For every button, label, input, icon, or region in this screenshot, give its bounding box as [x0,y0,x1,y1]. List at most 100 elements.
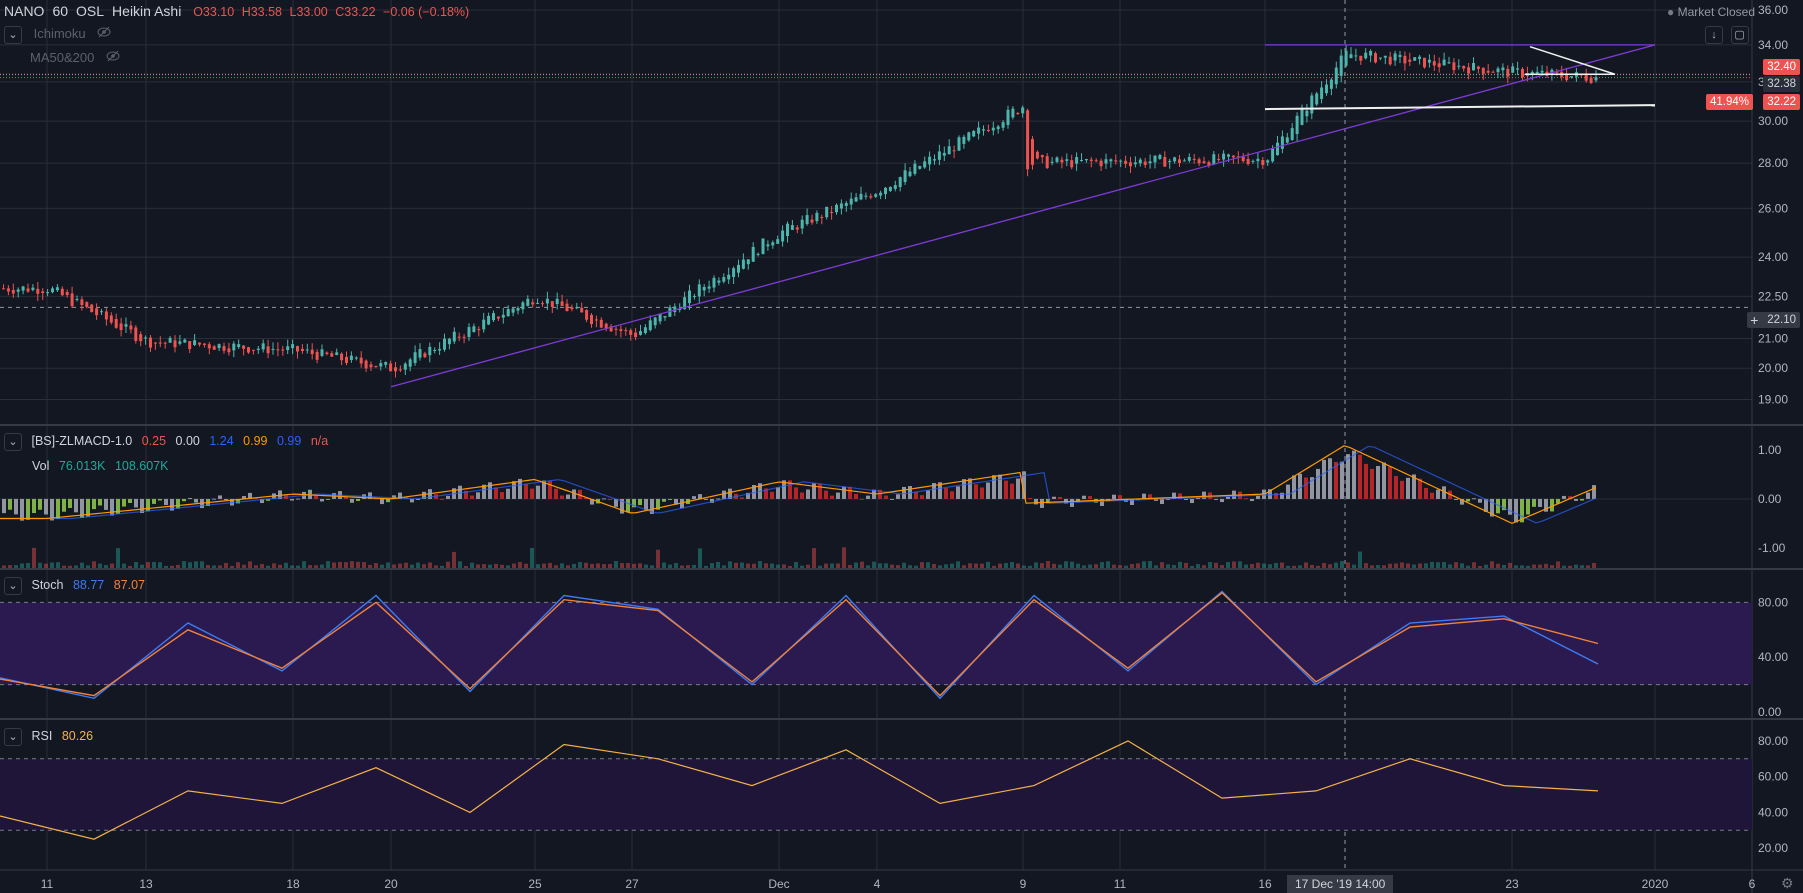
candle-body [756,253,760,255]
macd-histogram-bar [854,493,858,499]
collapse-legend-button[interactable]: ⌄ [4,26,22,44]
volume-bar [1286,565,1290,568]
candle-body [403,363,407,370]
macd-histogram-bar [572,489,576,499]
interval[interactable]: 60 [52,3,69,19]
collapse-legend-button[interactable]: ⌄ [4,577,22,595]
candle-body [1472,63,1475,71]
volume-bar [1586,565,1590,568]
price-axis-label: 30.00 [1758,114,1788,128]
volume-bar [1490,561,1494,568]
volume-bar [1082,565,1086,568]
volume-bar [1328,564,1332,568]
candle-body [1442,59,1446,66]
candle-body [977,127,981,134]
macd-histogram-bar [164,498,168,506]
volume-bar [1502,564,1506,568]
candle-body [1055,157,1059,162]
volume-bar [242,564,246,568]
collapse-legend-button[interactable]: ⌄ [4,728,22,746]
macd-histogram-bar [176,498,180,509]
volume-bar [1250,564,1254,568]
macd-histogram-bar [518,478,522,499]
macd-histogram-bar [866,495,870,499]
volume-bar [740,562,744,568]
maximize-button[interactable]: ▢ [1730,26,1749,44]
macd-histogram-bar [500,492,504,499]
candle-body [624,330,628,332]
macd-histogram-bar [74,498,78,513]
candle-body [506,309,510,317]
high-value: H33.58 [241,5,283,19]
macd-histogram-bar [422,491,426,499]
volume-bar [14,565,18,568]
download-button[interactable]: ↓ [1705,26,1723,44]
macd-histogram-bar [788,480,792,499]
candle-body [398,369,402,371]
candle-body [1070,160,1074,168]
candle-body [884,187,887,195]
volume-bar [1106,561,1110,568]
macd-histogram-bar [236,498,240,504]
symbol-name[interactable]: NANO [4,3,45,19]
candle-body [477,329,481,331]
candle-body [51,288,54,293]
candle-body [928,156,932,165]
settings-gear-icon[interactable]: ⚙ [1781,875,1794,891]
volume-bar [50,562,54,568]
candle-body [46,292,50,294]
candle-body [193,340,197,346]
candle-body [741,259,745,269]
volume-bar [1196,564,1200,568]
candle-body [952,150,956,152]
candle-body [144,337,148,339]
candle-body [6,288,10,292]
candle-body [790,225,794,230]
macd-histogram-bar [524,484,528,499]
plus-icon[interactable]: + [1750,312,1759,328]
volume-bar [764,563,768,568]
time-axis-label: 27 [625,877,639,891]
volume-bar [416,562,420,568]
volume-bar [1544,563,1548,568]
volume-bar [1478,565,1482,568]
candle-body [1486,70,1490,73]
maximize-icon: ▢ [1734,29,1745,41]
macd-histogram-bar [692,496,696,499]
eye-hidden-icon[interactable] [106,50,120,65]
ohlc-values: O33.10 H33.58 L33.00 C33.22 −0.06 (−0.18… [193,5,473,19]
candle-body [854,197,858,202]
macd-histogram-bar [650,498,654,514]
volume-bar [992,565,996,568]
macd-histogram-bar [1322,459,1326,499]
volume-bar [248,561,252,568]
candle-body [692,296,696,298]
volume-bar [860,561,864,568]
volume-bar [20,563,24,568]
volume-bar [1274,562,1278,568]
eye-hidden-icon[interactable] [97,26,111,41]
candle-body [565,303,569,312]
volume-bar [1226,562,1230,568]
volume-bar [602,564,606,568]
percent-tag: 41.94% [1705,94,1753,110]
macd-histogram-bar [104,498,108,510]
macd-histogram-bar [794,487,798,499]
macd-histogram-bar [128,498,132,503]
volume-bar [1220,565,1224,568]
volume-bar [584,562,588,568]
volume-bar [458,561,462,568]
volume-bar [1016,563,1020,568]
macd-histogram-bar [998,474,1002,499]
volume-bar [1214,562,1218,568]
candle-body [21,286,25,291]
candle-body [173,340,177,348]
crosshair-time-label: 17 Dec '19 14:00 [1287,875,1394,893]
macd-title: [BS]-ZLMACD-1.0 [31,434,133,449]
trendlines[interactable] [390,44,1656,388]
collapse-legend-button[interactable]: ⌄ [4,433,22,451]
candle-body [227,348,231,353]
volume-bar [914,565,918,568]
candle-body [771,242,775,246]
